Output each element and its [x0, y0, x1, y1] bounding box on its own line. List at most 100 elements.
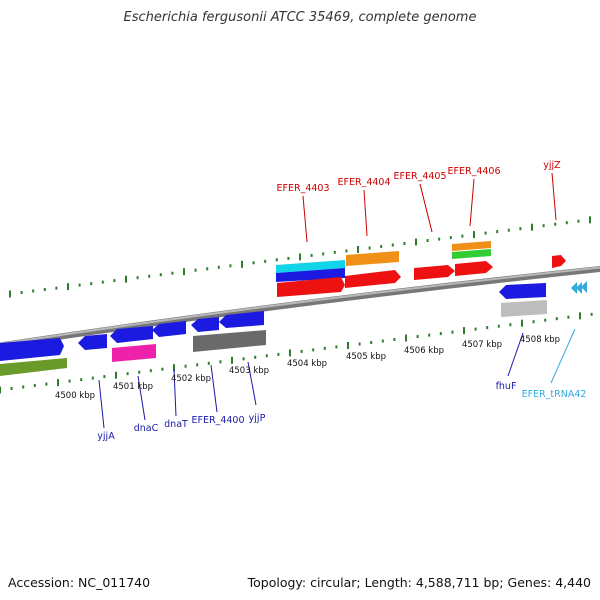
tick-dot — [299, 253, 301, 261]
feature-cds-4403[interactable] — [277, 277, 345, 297]
tick-dot — [368, 246, 371, 250]
feature-gray-yjjP[interactable] — [193, 330, 266, 352]
label-dnaT[interactable]: dnaT — [164, 368, 188, 430]
label-EFER_4406[interactable]: EFER_4406 — [448, 166, 501, 227]
feature-olive-yjjA[interactable] — [0, 358, 67, 376]
tick-dot — [57, 379, 59, 387]
feature-cds-EFER_4400[interactable] — [191, 317, 219, 332]
tick-dot — [289, 349, 291, 357]
feature-cds-4405[interactable] — [414, 265, 455, 280]
label-EFER_tRNA42[interactable]: EFER_tRNA42 — [522, 328, 587, 400]
svg-text:fhuF: fhuF — [496, 381, 517, 392]
svg-text:EFER_4406: EFER_4406 — [448, 166, 501, 177]
svg-text:yjjP: yjjP — [249, 413, 266, 424]
tick-dot — [554, 222, 557, 226]
tick-dot — [357, 246, 359, 253]
tick-dot — [254, 355, 257, 359]
label-yjjZ[interactable]: yjjZ — [543, 160, 561, 221]
feature-cds-4404[interactable] — [345, 270, 401, 288]
tick-dot — [438, 237, 441, 241]
tick-dot — [265, 354, 268, 358]
tick-dot — [310, 253, 313, 257]
tick-dot — [300, 349, 303, 353]
tick-dot — [335, 345, 338, 349]
tick-dot — [426, 239, 429, 242]
tick-dot — [241, 260, 243, 268]
feature-cds-yjjA[interactable] — [0, 338, 64, 361]
tick-dot — [531, 223, 533, 231]
kbp-label-4505: 4505 kbp — [346, 352, 386, 362]
tick-dot — [345, 249, 348, 253]
feature-magenta-dnaC[interactable] — [112, 344, 156, 362]
tick-dot — [370, 341, 373, 344]
tick-dot — [322, 252, 325, 256]
tick-dot — [32, 289, 35, 293]
svg-text:EFER_4404: EFER_4404 — [338, 177, 391, 188]
kbp-label-4503: 4503 kbp — [229, 366, 269, 376]
label-dnaC[interactable]: dnaC — [134, 375, 159, 434]
tick-dot — [101, 280, 104, 284]
kbp-label-4502: 4502 kbp — [171, 374, 211, 384]
tick-dot — [333, 250, 336, 254]
svg-text:EFER_tRNA42: EFER_tRNA42 — [522, 389, 587, 400]
feature-trna-EFER_tRNA42[interactable] — [571, 281, 587, 294]
tick-dot — [312, 348, 315, 352]
feature-cds-yjjZ[interactable] — [552, 255, 566, 268]
tick-dot — [403, 242, 406, 245]
kbp-label-4501: 4501 kbp — [113, 382, 153, 392]
tick-dot — [91, 376, 94, 380]
accession-label: Accession: NC_011740 — [8, 575, 151, 590]
tick-dot — [55, 286, 58, 290]
tick-dot — [415, 238, 417, 246]
tick-dot — [196, 363, 199, 367]
feature-cds-fhuF[interactable] — [499, 283, 546, 299]
feature-cds-small-left[interactable] — [78, 334, 107, 350]
tick-dot — [68, 379, 71, 383]
tick-dot — [544, 318, 547, 322]
tick-dot — [229, 264, 232, 268]
tick-dot — [115, 371, 117, 379]
tick-dot — [405, 334, 407, 342]
kbp-label-4504: 4504 kbp — [287, 359, 327, 369]
tick-dot — [565, 221, 568, 225]
feature-green-4406[interactable] — [452, 249, 491, 259]
tick-dot — [206, 267, 209, 271]
tick-dot — [439, 332, 442, 336]
genome-backbone-highlight — [0, 266, 600, 346]
feature-cds-dnaC[interactable] — [110, 326, 153, 343]
tick-dot — [323, 346, 326, 350]
genome-backbone[interactable] — [0, 266, 600, 349]
tick-dot — [219, 360, 222, 364]
label-EFER_4404[interactable]: EFER_4404 — [338, 177, 391, 237]
label-EFER_4400[interactable]: EFER_4400 — [192, 364, 245, 426]
tick-dot — [277, 352, 280, 356]
tick-dot — [0, 386, 1, 394]
feature-orange-4406[interactable] — [452, 241, 491, 251]
feature-cds-yjjP[interactable] — [219, 311, 264, 328]
label-yjjP[interactable]: yjjP — [247, 361, 266, 424]
label-yjjA[interactable]: yjjA — [97, 379, 115, 442]
feature-gray-fhuF[interactable] — [501, 300, 547, 317]
label-EFER_4403[interactable]: EFER_4403 — [277, 183, 330, 243]
tick-dot — [103, 375, 106, 379]
svg-text:EFER_4400: EFER_4400 — [192, 415, 245, 426]
tick-dot — [275, 258, 278, 262]
feature-orange-4404[interactable] — [346, 251, 399, 266]
feature-cds-4406[interactable] — [455, 261, 493, 276]
tick-dot — [542, 224, 545, 228]
tick-dot — [461, 234, 464, 238]
tick-dot — [589, 216, 591, 224]
feature-cds-dnaT[interactable] — [152, 321, 186, 337]
tick-dot — [449, 236, 452, 240]
tick-dot — [149, 369, 152, 373]
tick-dot — [78, 283, 81, 287]
tick-dot — [391, 243, 394, 247]
label-fhuF[interactable]: fhuF — [496, 332, 524, 392]
tick-dot — [577, 219, 580, 223]
svg-text:yjjZ: yjjZ — [543, 160, 561, 171]
label-EFER_4405[interactable]: EFER_4405 — [394, 171, 447, 233]
tick-dot — [264, 259, 267, 263]
svg-text:EFER_4403: EFER_4403 — [277, 183, 330, 194]
tick-dot — [496, 230, 499, 234]
